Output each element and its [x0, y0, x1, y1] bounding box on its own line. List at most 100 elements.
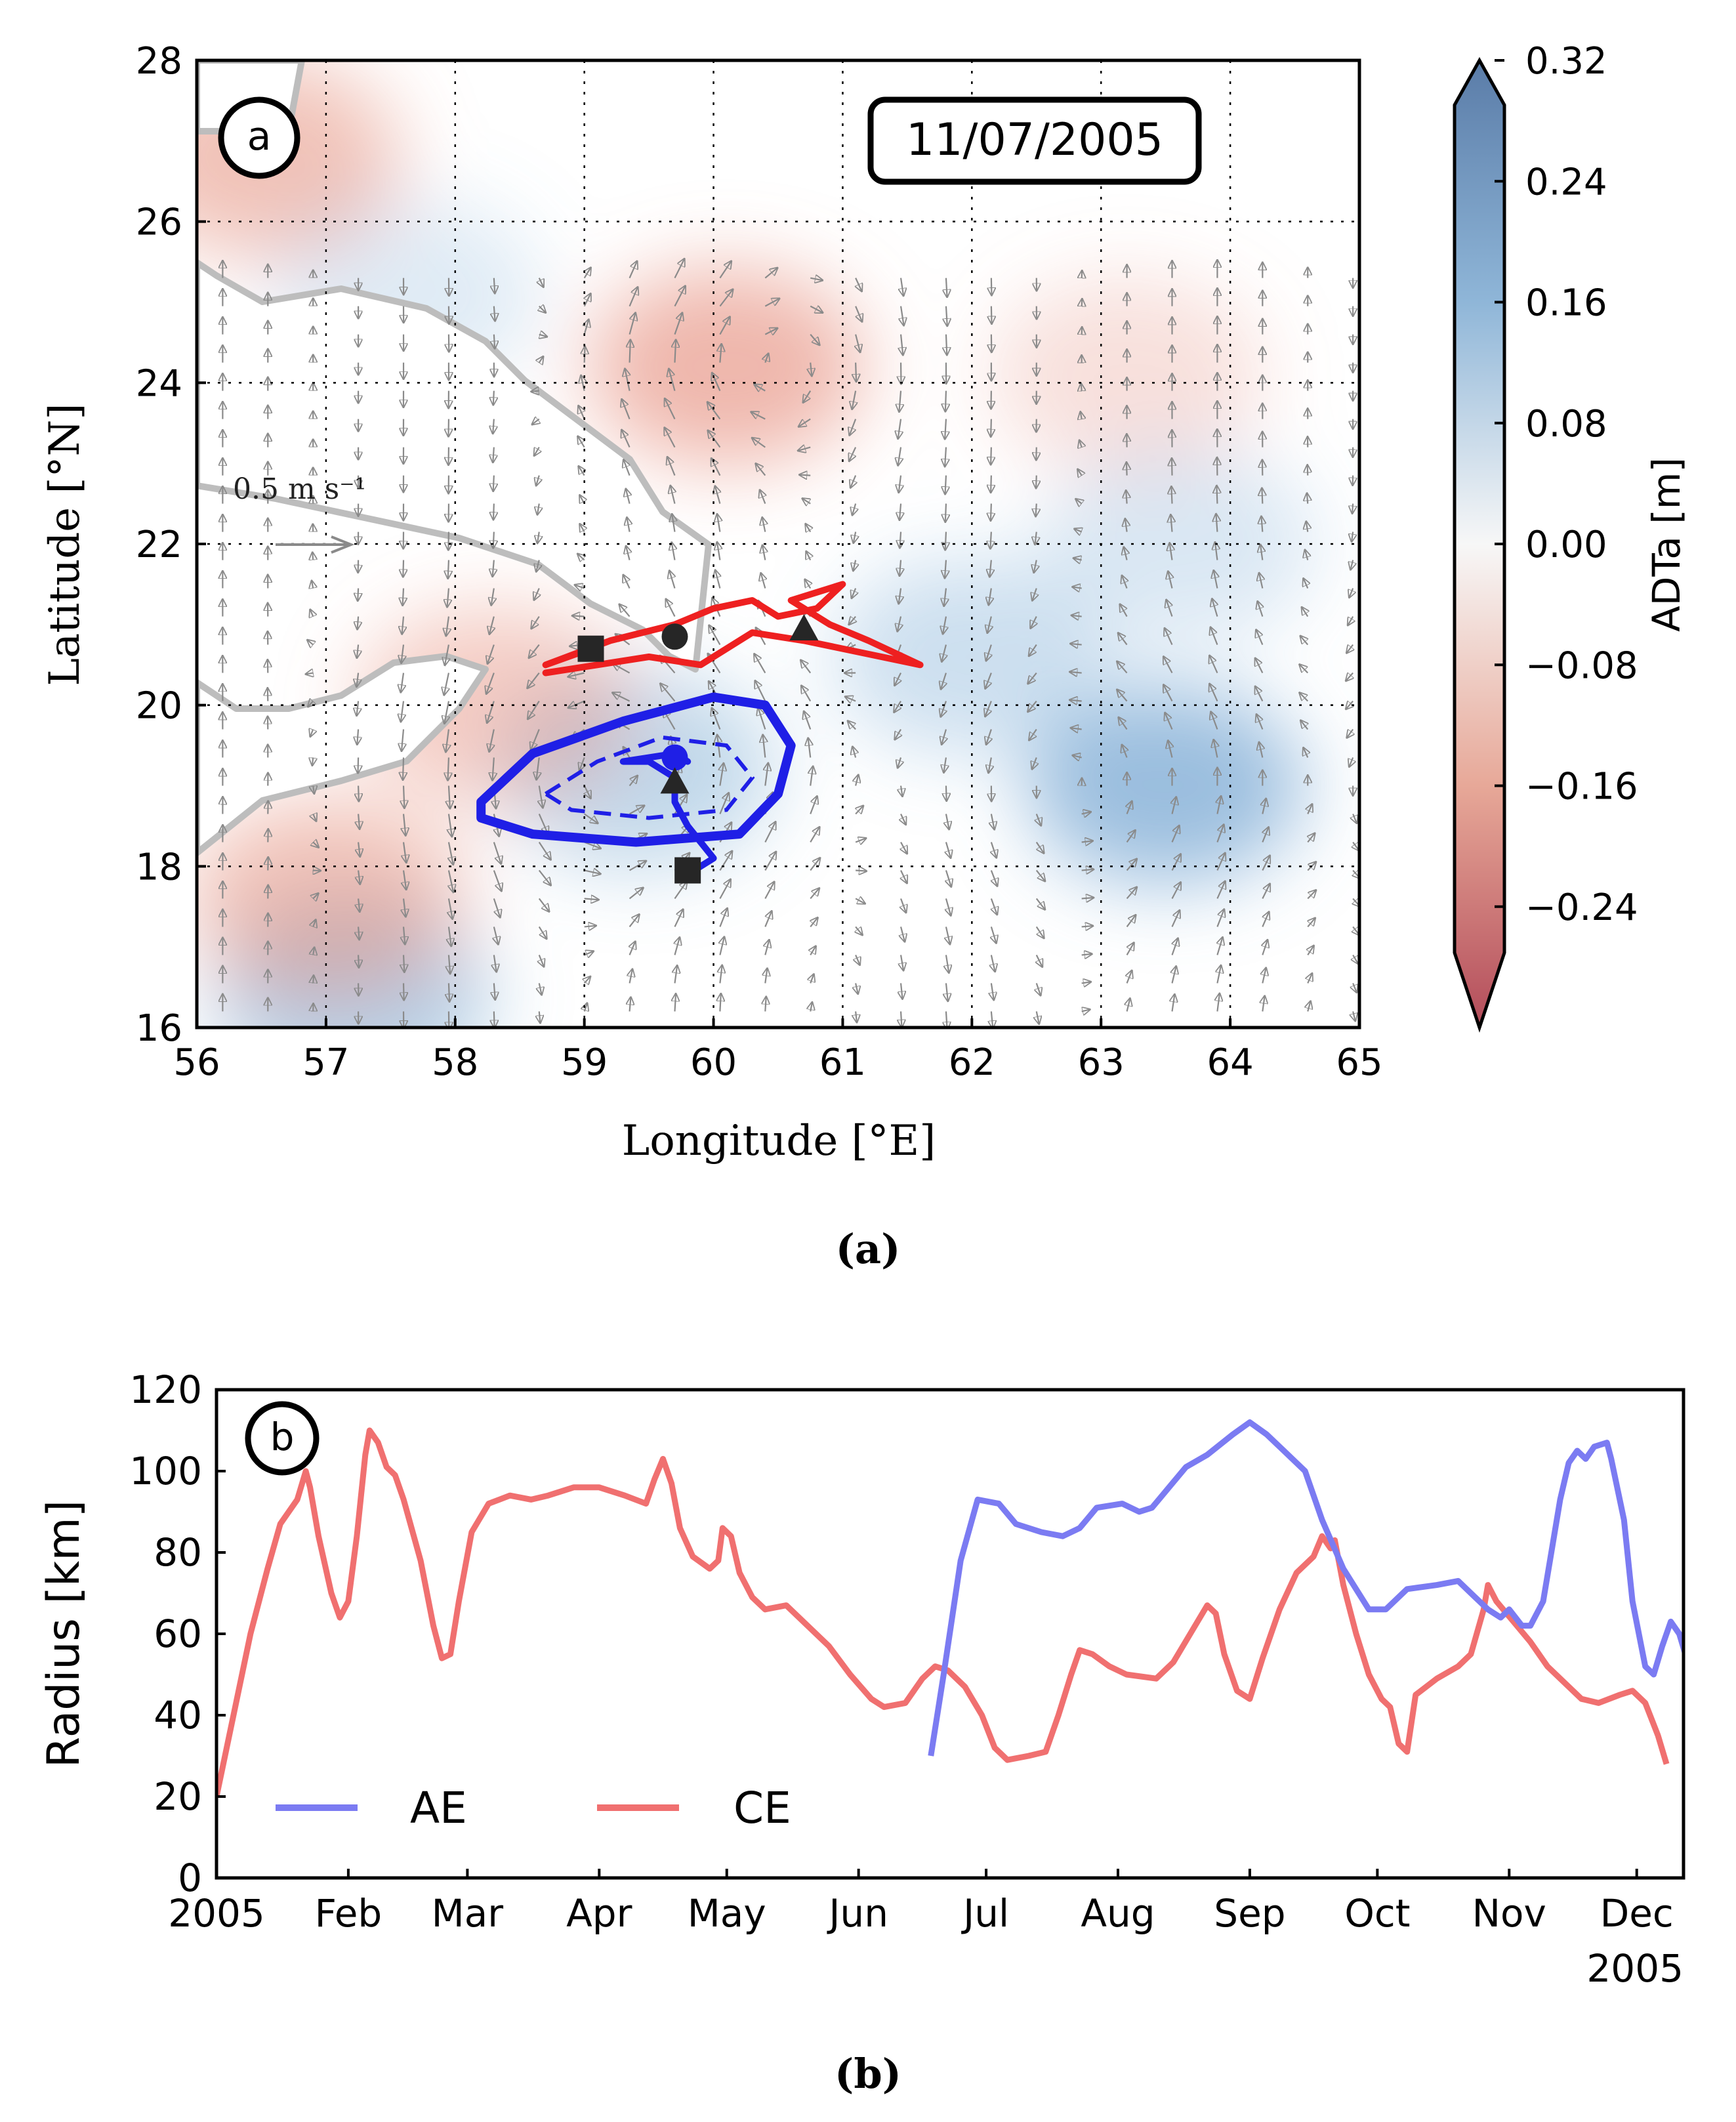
velocity-vector-254: [613, 693, 630, 702]
velocity-vector-144: [448, 757, 449, 780]
velocity-vector-110: [403, 955, 404, 971]
velocity-vector-459: [991, 1011, 993, 1028]
velocity-vector-287: [672, 514, 674, 532]
land-mask-south: [197, 653, 489, 856]
velocity-vector-232: [578, 554, 585, 560]
velocity-vector-585: [1171, 487, 1172, 504]
velocity-vector-350: [764, 268, 777, 279]
velocity-vector-400: [852, 390, 856, 409]
anomaly-blob-4: [1027, 687, 1304, 884]
velocity-vector-374: [810, 362, 812, 376]
velocity-vector-322: [719, 290, 732, 307]
velocity-vector-500: [1031, 616, 1037, 628]
velocity-vector-208: [536, 475, 539, 486]
velocity-vector-552: [1117, 662, 1128, 674]
velocity-vector-597: [1216, 910, 1224, 927]
velocity-vector-151: [448, 560, 449, 578]
velocity-vector-416: [894, 700, 901, 712]
velocity-vector-594: [1217, 994, 1219, 1012]
velocity-vector-55: [313, 976, 314, 983]
velocity-vector-344: [753, 438, 766, 448]
velocity-vector-328: [764, 883, 774, 899]
velocity-vector-392: [849, 617, 856, 625]
velocity-vector-57: [313, 920, 316, 926]
velocity-vector-599: [1216, 854, 1225, 871]
velocity-vector-61: [313, 814, 316, 820]
velocity-vector-519: [1081, 841, 1092, 843]
velocity-vector-502: [1034, 560, 1037, 572]
velocity-vector-255: [613, 664, 630, 674]
legend-ce-label: CE: [734, 1783, 791, 1833]
scale-arrow: [276, 535, 355, 554]
velocity-vector-556: [1124, 548, 1127, 560]
velocity-vector-542: [1126, 943, 1134, 955]
velocity-vector-491: [1035, 869, 1045, 881]
velocity-vector-379: [856, 983, 858, 993]
velocity-vector-447: [944, 588, 946, 606]
velocity-vector-221: [584, 870, 600, 873]
velocity-vector-367: [806, 552, 810, 561]
velocity-vector-662: [1302, 608, 1308, 617]
caption-a: (a): [836, 1225, 901, 1273]
velocity-vector-296: [674, 259, 684, 279]
velocity-vector-469: [986, 729, 991, 744]
velocity-vector-503: [1035, 531, 1037, 544]
velocity-vector-691: [1351, 560, 1353, 570]
marker-ce-triangle: [789, 614, 819, 640]
anomaly-blob-7: [197, 800, 464, 997]
velocity-vector-325: [765, 969, 767, 984]
velocity-vector-464: [991, 870, 997, 885]
velocity-vector-222: [584, 841, 600, 848]
velocity-vector-462: [991, 926, 996, 942]
velocity-vector-583: [1170, 543, 1172, 560]
velocity-vector-210: [533, 419, 539, 425]
panel-a-letter-circle: [218, 96, 300, 179]
velocity-vector-366: [805, 580, 810, 589]
velocity-vector-584: [1170, 515, 1172, 532]
velocity-vector-167: [493, 870, 501, 890]
velocity-vector-531: [1076, 499, 1081, 504]
velocity-vector-327: [764, 911, 772, 927]
velocity-vector-139: [449, 898, 453, 918]
y-tick-label-b: 80: [154, 1530, 202, 1575]
velocity-vector-407: [901, 955, 903, 970]
velocity-vector-149: [446, 616, 449, 636]
velocity-vector-424: [899, 475, 901, 492]
velocity-vector-465: [991, 842, 997, 857]
velocity-vector-421: [899, 560, 901, 575]
velocity-vector-488: [1037, 954, 1043, 966]
velocity-vector-113: [403, 870, 406, 889]
velocity-vector-659: [1300, 693, 1309, 702]
velocity-vector-143: [449, 785, 450, 808]
velocity-vector-184: [493, 390, 494, 405]
velocity-vector-396: [852, 503, 856, 515]
velocity-vector-205: [536, 560, 539, 572]
velocity-vector-168: [493, 842, 501, 863]
velocity-vector-354: [810, 918, 817, 928]
velocity-vector-492: [1035, 841, 1044, 852]
velocity-vector-627: [1262, 827, 1268, 843]
velocity-vector-357: [810, 827, 819, 843]
velocity-vector-484: [991, 306, 992, 323]
velocity-vector-315: [715, 487, 720, 504]
velocity-vector-522: [1073, 755, 1082, 757]
velocity-vector-399: [850, 419, 857, 435]
velocity-vector-486: [1037, 1011, 1039, 1023]
velocity-vector-461: [991, 955, 995, 970]
x-tick-label-b: Sep: [1214, 1891, 1285, 1936]
velocity-vector-603: [1214, 740, 1217, 758]
velocity-vector-148: [445, 644, 449, 665]
velocity-vector-431: [901, 278, 903, 295]
velocity-vector-496: [1029, 728, 1037, 740]
velocity-vector-333: [763, 736, 766, 758]
y-tick-label-a: 16: [136, 1007, 182, 1050]
velocity-vector-475: [989, 560, 991, 577]
velocity-vector-375: [810, 333, 819, 345]
x-tick-label-b: Nov: [1472, 1891, 1546, 1936]
velocity-vector-474: [989, 588, 991, 605]
velocity-vector-398: [850, 447, 856, 461]
velocity-vector-628: [1262, 799, 1266, 814]
velocity-vector-175: [487, 644, 495, 663]
velocity-vector-335: [755, 681, 766, 702]
velocity-vector-607: [1210, 628, 1218, 645]
